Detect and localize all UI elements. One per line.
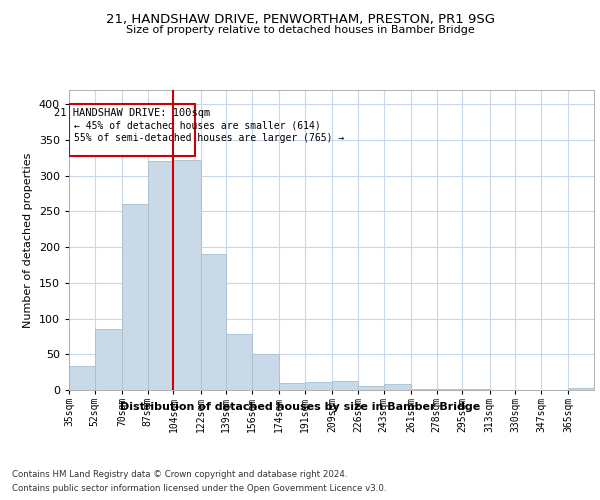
Text: ← 45% of detached houses are smaller (614): ← 45% of detached houses are smaller (61… (74, 120, 320, 130)
Text: 21, HANDSHAW DRIVE, PENWORTHAM, PRESTON, PR1 9SG: 21, HANDSHAW DRIVE, PENWORTHAM, PRESTON,… (106, 12, 494, 26)
Text: Contains public sector information licensed under the Open Government Licence v3: Contains public sector information licen… (12, 484, 386, 493)
Bar (383, 384, 411, 390)
Text: 55% of semi-detached houses are larger (765) →: 55% of semi-detached houses are larger (… (74, 133, 344, 143)
Bar (358, 386, 383, 390)
Text: Contains HM Land Registry data © Crown copyright and database right 2024.: Contains HM Land Registry data © Crown c… (12, 470, 347, 479)
Bar (69, 366, 95, 390)
Text: Size of property relative to detached houses in Bamber Bridge: Size of property relative to detached ho… (125, 25, 475, 35)
Bar (173, 160, 200, 390)
Bar (148, 162, 173, 390)
Bar (280, 383, 305, 390)
Bar (332, 382, 358, 390)
Bar (95, 330, 122, 390)
Bar (411, 388, 437, 390)
Bar (252, 354, 280, 390)
Bar (568, 388, 594, 390)
Bar (437, 388, 463, 390)
Bar (305, 382, 332, 390)
Bar (200, 254, 226, 390)
Bar (226, 334, 252, 390)
Text: 21 HANDSHAW DRIVE: 100sqm: 21 HANDSHAW DRIVE: 100sqm (53, 108, 210, 118)
FancyBboxPatch shape (69, 104, 194, 156)
Y-axis label: Number of detached properties: Number of detached properties (23, 152, 33, 328)
Text: Distribution of detached houses by size in Bamber Bridge: Distribution of detached houses by size … (120, 402, 480, 412)
Bar (122, 204, 148, 390)
